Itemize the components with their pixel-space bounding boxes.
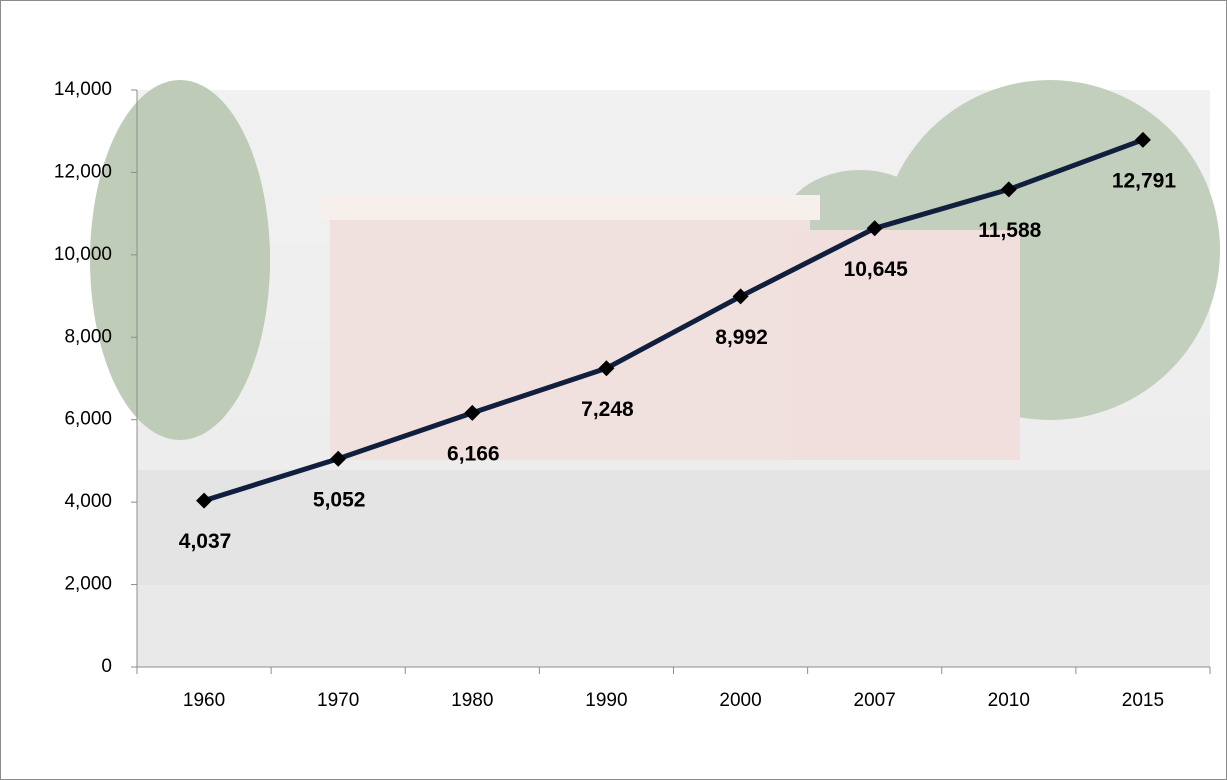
data-label: 4,037 <box>179 530 232 553</box>
y-tick-label: 12,000 <box>54 161 112 182</box>
x-tick-label: 1990 <box>585 690 627 711</box>
y-tick-label: 4,000 <box>64 491 112 512</box>
chart: 0 2,000 4,000 6,000 8,000 10,000 12,000 14,000 1… <box>0 0 1227 780</box>
x-tick-label: 2007 <box>854 690 896 711</box>
x-tick-label: 2010 <box>988 690 1030 711</box>
y-tick-label: 8,000 <box>64 326 112 347</box>
data-label: 5,052 <box>313 488 366 511</box>
y-tick-label: 2,000 <box>64 574 112 595</box>
data-label: 11,588 <box>978 219 1041 242</box>
x-tick-label: 1960 <box>183 690 225 711</box>
page: {"chart_data": {"type": "line", "categor… <box>0 0 1227 780</box>
y-tick-label: 14,000 <box>54 79 112 100</box>
y-tick-label: 6,000 <box>64 409 112 430</box>
data-label: 7,248 <box>581 398 634 421</box>
background-photo <box>90 80 1220 667</box>
y-tick-label: 0 <box>101 656 112 677</box>
x-tick-label: 1970 <box>317 690 359 711</box>
y-tick-label: 10,000 <box>54 244 112 265</box>
data-label: 12,791 <box>1112 169 1177 192</box>
data-label: 10,645 <box>844 258 909 281</box>
data-label: 6,166 <box>447 442 500 465</box>
x-tick-label: 2000 <box>719 690 761 711</box>
x-tick-label: 1980 <box>451 690 493 711</box>
x-tick-label: 2015 <box>1122 690 1164 711</box>
data-label: 8,992 <box>715 326 768 349</box>
